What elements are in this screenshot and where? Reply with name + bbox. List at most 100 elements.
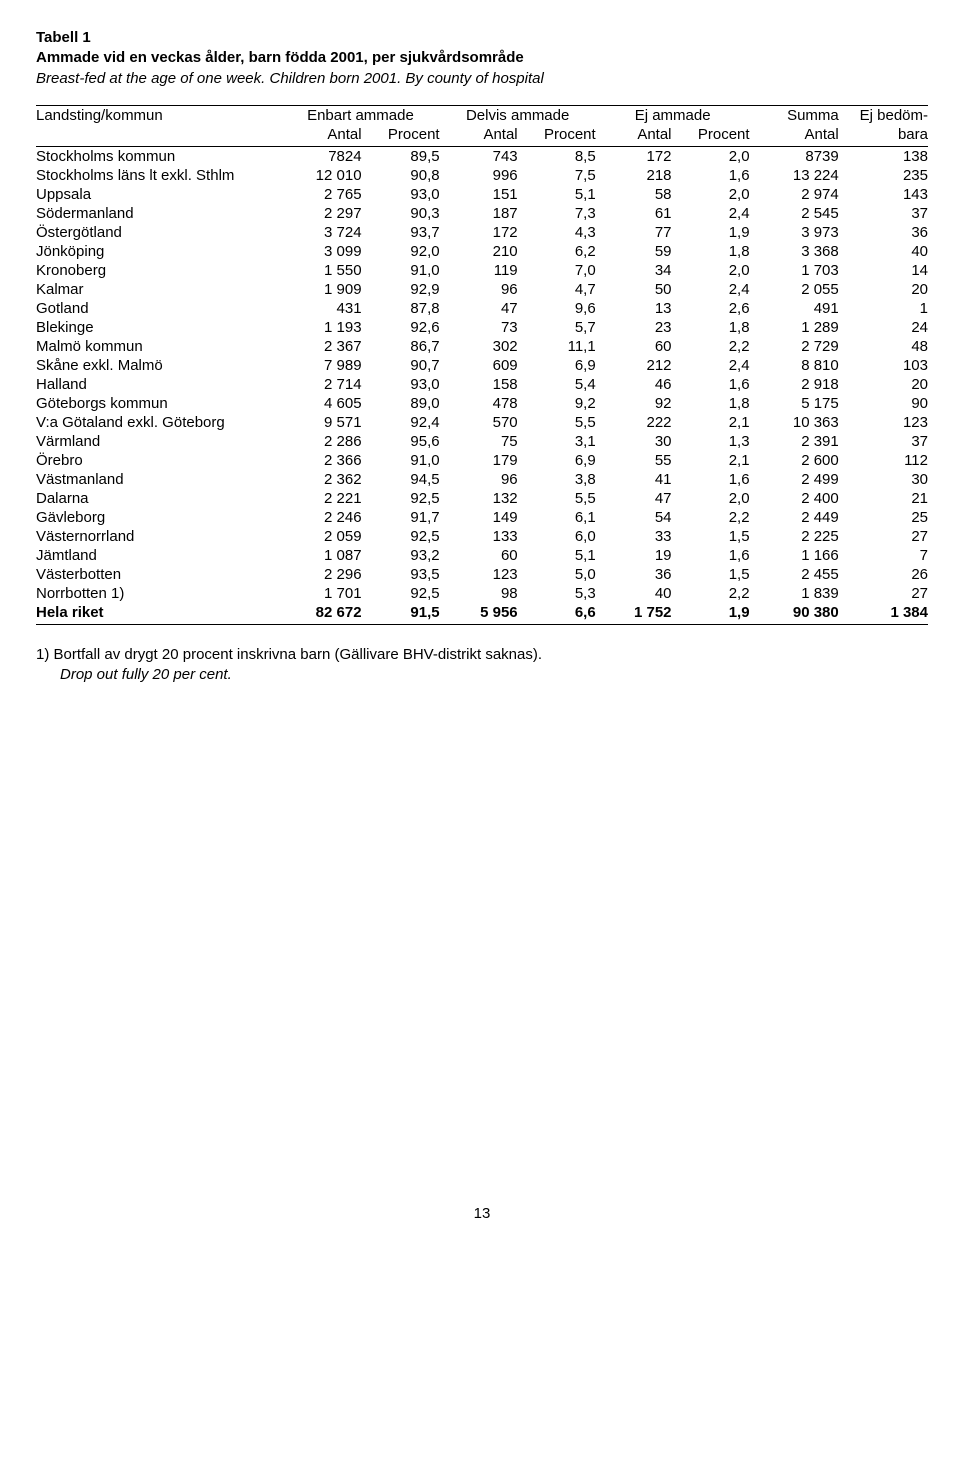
table-row: Värmland2 28695,6753,1301,32 39137 — [36, 432, 928, 451]
row-cell: 6,9 — [518, 356, 596, 375]
table-number: Tabell 1 — [36, 28, 928, 48]
row-cell: 2,4 — [672, 280, 750, 299]
row-cell: 9,6 — [518, 299, 596, 318]
row-cell: 1 384 — [839, 603, 928, 622]
row-cell: 2 600 — [750, 451, 839, 470]
row-cell: 91,7 — [362, 508, 440, 527]
row-cell: 60 — [440, 546, 518, 565]
row-label: Norrbotten 1) — [36, 584, 281, 603]
row-cell: 93,5 — [362, 565, 440, 584]
row-cell: 2,0 — [672, 261, 750, 280]
row-cell: 2 297 — [281, 204, 361, 223]
row-cell: 93,0 — [362, 185, 440, 204]
row-cell: 1,8 — [672, 394, 750, 413]
row-cell: 10 363 — [750, 413, 839, 432]
row-cell: 2 765 — [281, 185, 361, 204]
table-row: Västernorrland2 05992,51336,0331,52 2252… — [36, 527, 928, 546]
row-label: Stockholms läns lt exkl. Sthlm — [36, 166, 281, 185]
table-row: Stockholms kommun782489,57438,51722,0873… — [36, 146, 928, 166]
row-label: Dalarna — [36, 489, 281, 508]
row-cell: 1,8 — [672, 318, 750, 337]
row-cell: 12 010 — [281, 166, 361, 185]
row-cell: 34 — [596, 261, 672, 280]
row-cell: 92,6 — [362, 318, 440, 337]
row-cell: 36 — [596, 565, 672, 584]
row-cell: 75 — [440, 432, 518, 451]
row-cell: 743 — [440, 146, 518, 166]
row-cell: 40 — [839, 242, 928, 261]
row-cell: 90,7 — [362, 356, 440, 375]
row-cell: 94,5 — [362, 470, 440, 489]
table-row: Skåne exkl. Malmö7 98990,76096,92122,48 … — [36, 356, 928, 375]
row-cell: 2,1 — [672, 451, 750, 470]
row-cell: 30 — [596, 432, 672, 451]
row-cell: 91,0 — [362, 261, 440, 280]
row-cell: 5,7 — [518, 318, 596, 337]
row-cell: 20 — [839, 280, 928, 299]
row-cell: 82 672 — [281, 603, 361, 622]
row-cell: 46 — [596, 375, 672, 394]
row-cell: 1,6 — [672, 470, 750, 489]
row-cell: 1,8 — [672, 242, 750, 261]
row-label: Östergötland — [36, 223, 281, 242]
row-cell: 2 974 — [750, 185, 839, 204]
row-cell: 3 973 — [750, 223, 839, 242]
row-cell: 132 — [440, 489, 518, 508]
row-cell: 89,5 — [362, 146, 440, 166]
row-cell: 1 289 — [750, 318, 839, 337]
row-cell: 24 — [839, 318, 928, 337]
row-cell: 1 — [839, 299, 928, 318]
row-cell: 59 — [596, 242, 672, 261]
row-cell: 93,7 — [362, 223, 440, 242]
row-cell: 95,6 — [362, 432, 440, 451]
row-cell: 2 367 — [281, 337, 361, 356]
row-cell: 187 — [440, 204, 518, 223]
row-label: Gävleborg — [36, 508, 281, 527]
row-cell: 7 — [839, 546, 928, 565]
row-cell: 149 — [440, 508, 518, 527]
row-cell: 9 571 — [281, 413, 361, 432]
row-cell: 13 — [596, 299, 672, 318]
row-cell: 6,0 — [518, 527, 596, 546]
table-row: Gotland43187,8479,6132,64911 — [36, 299, 928, 318]
sub-procent-1: Procent — [362, 125, 440, 144]
row-cell: 2 449 — [750, 508, 839, 527]
row-cell: 302 — [440, 337, 518, 356]
row-cell: 1,6 — [672, 166, 750, 185]
row-cell: 478 — [440, 394, 518, 413]
row-cell: 138 — [839, 146, 928, 166]
row-cell: 92,5 — [362, 489, 440, 508]
row-cell: 2,4 — [672, 204, 750, 223]
row-label: Södermanland — [36, 204, 281, 223]
row-cell: 4,3 — [518, 223, 596, 242]
sub-antal-2: Antal — [440, 125, 518, 144]
row-cell: 2 714 — [281, 375, 361, 394]
row-cell: 93,2 — [362, 546, 440, 565]
table-row: Göteborgs kommun4 60589,04789,2921,85 17… — [36, 394, 928, 413]
row-cell: 2 246 — [281, 508, 361, 527]
row-cell: 11,1 — [518, 337, 596, 356]
row-cell: 570 — [440, 413, 518, 432]
row-label: Jönköping — [36, 242, 281, 261]
row-cell: 5 175 — [750, 394, 839, 413]
row-label: Hela riket — [36, 603, 281, 622]
row-cell: 103 — [839, 356, 928, 375]
row-cell: 1 752 — [596, 603, 672, 622]
row-label: Kalmar — [36, 280, 281, 299]
row-cell: 1 839 — [750, 584, 839, 603]
table-row: V:a Götaland exkl. Göteborg9 57192,45705… — [36, 413, 928, 432]
row-cell: 5,1 — [518, 185, 596, 204]
row-cell: 25 — [839, 508, 928, 527]
row-cell: 37 — [839, 204, 928, 223]
row-cell: 1,9 — [672, 603, 750, 622]
row-cell: 50 — [596, 280, 672, 299]
row-cell: 47 — [596, 489, 672, 508]
row-cell: 91,0 — [362, 451, 440, 470]
table-row: Örebro2 36691,01796,9552,12 600112 — [36, 451, 928, 470]
row-cell: 123 — [440, 565, 518, 584]
table-row: Halland2 71493,01585,4461,62 91820 — [36, 375, 928, 394]
row-cell: 77 — [596, 223, 672, 242]
table-title-sv: Ammade vid en veckas ålder, barn födda 2… — [36, 48, 928, 68]
row-cell: 6,1 — [518, 508, 596, 527]
row-cell: 6,2 — [518, 242, 596, 261]
